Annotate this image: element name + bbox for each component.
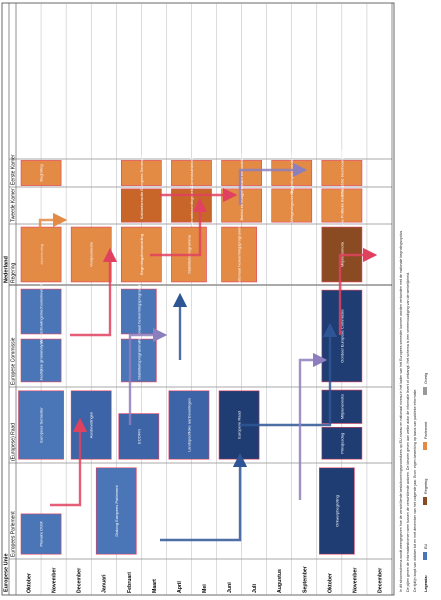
timeline-box-label: Aanbevelingen <box>89 412 94 438</box>
timeline-box-label: Algemene Politieke Beschouwingen <box>339 174 344 238</box>
month-label: Augustus <box>277 569 283 593</box>
timeline-box-label: Landspecifieke aanbevelingen <box>186 398 191 452</box>
flow-arrow <box>238 162 308 205</box>
timeline-box-label: Dialoog Europees Parlement <box>114 485 119 537</box>
flow-arrow <box>240 322 338 427</box>
timeline-box <box>321 188 363 223</box>
legend-swatch <box>423 387 427 395</box>
header-col-1: (Europese) Raad <box>11 423 17 461</box>
legend-swatch <box>423 442 427 450</box>
timeline-box <box>321 426 363 460</box>
timeline-box-label: Begroting <box>39 164 44 181</box>
timeline-box-label: Plenaire behandeling <box>239 154 244 192</box>
timeline-box-label: Voorjaarsnota <box>89 241 94 266</box>
timeline-box <box>321 160 363 186</box>
header-col-5: Eerste Kamer <box>11 154 17 185</box>
timeline-box <box>20 338 62 383</box>
legend-item: Regering <box>424 479 428 494</box>
flow-arrow <box>38 212 68 280</box>
header-col-3: Regering <box>11 262 17 283</box>
flow-arrow <box>298 352 328 500</box>
timeline-box <box>221 226 257 283</box>
flow-arrow <box>150 197 208 257</box>
header-col-2: Europese Commissie <box>11 337 17 385</box>
timeline-box-label: Begrotingsbehandeling <box>139 234 144 275</box>
timeline-box-label: Stabiliteitsprogramma <box>136 340 141 379</box>
legend-label: Legenda: <box>424 575 428 592</box>
timeline-box <box>120 188 162 223</box>
timeline-box <box>18 390 64 460</box>
timeline-box-label: Verantwoordingsdebat <box>189 185 194 226</box>
flow-arrow <box>338 247 378 335</box>
header-col-0: Europees Parlement <box>11 511 17 557</box>
timeline-box-label: Nationaal hervormingsprogramma <box>136 281 141 342</box>
timeline-box <box>271 188 313 223</box>
month-label: April <box>177 581 183 593</box>
timeline-box-label: ECOFIN <box>136 429 141 444</box>
timeline-box <box>168 390 210 460</box>
footer-note: De tijdlijn loopt van oktober tot en met… <box>413 389 417 592</box>
header-nl: Nederland <box>4 256 10 283</box>
month-label: Maart <box>152 579 158 593</box>
month-label: Januari <box>102 574 108 593</box>
timeline-box-label: Financiële beschouwingen <box>339 149 344 196</box>
header-col-4: Tweede Kamer <box>11 188 17 222</box>
month-label: Februari <box>127 572 133 593</box>
footer-note: In dit stroomschema wordt weergegeven ho… <box>399 230 403 592</box>
month-label: Juni <box>227 582 233 593</box>
timeline-box <box>20 513 62 555</box>
flow-arrow <box>50 417 88 507</box>
timeline-box-label: Europees Semester <box>139 155 144 191</box>
flow-arrow <box>70 247 118 337</box>
timeline-box <box>321 389 363 424</box>
timeline-box <box>95 467 137 555</box>
timeline-box-label: Europees Semester <box>39 407 44 443</box>
timeline-box-label: Commissiedebat <box>189 157 194 188</box>
month-label: Oktober <box>327 573 333 593</box>
timeline-box-label: Waarschuwingsmechanismeverslag <box>39 280 44 344</box>
timeline-box <box>20 288 62 335</box>
timeline-box-label: Begrotingsbehandeling <box>289 153 294 194</box>
timeline-box <box>321 289 363 383</box>
legend-item: EU <box>424 543 428 549</box>
timeline-box-label: Nationaal hervormingsprogramma <box>237 223 242 284</box>
timeline-box-label: Ontwerpbegroting <box>334 495 339 527</box>
month-label: Mei <box>202 584 208 593</box>
legend-swatch <box>423 552 427 560</box>
footer-note: De pijlen geven de informatiestromen wee… <box>406 272 410 592</box>
timeline-box-label: Oordeel Europese Commissie <box>339 309 344 363</box>
flow-arrow <box>128 327 168 425</box>
timeline-box <box>171 188 212 223</box>
timeline-box <box>221 160 262 186</box>
timeline-box-label: Europese Raad <box>237 411 242 439</box>
timeline-box <box>120 160 162 186</box>
timeline-box-label: Kabinetsreactie <box>139 191 144 219</box>
month-label: November <box>352 568 358 593</box>
timeline-box-label: Prinsjesdag <box>339 433 344 454</box>
timeline-box-label: Beleid en budget <box>239 190 244 221</box>
month-label: September <box>302 566 308 593</box>
legend-swatch <box>423 497 427 505</box>
timeline-box <box>171 160 212 186</box>
flow-arrow <box>160 452 248 542</box>
timeline-box-label: Miljoenennota <box>339 394 344 420</box>
month-label: November <box>52 568 58 593</box>
month-label: Oktober <box>27 573 33 593</box>
month-label: December <box>377 568 383 593</box>
timeline-box-label: Jaarlijkse groeianalyse <box>39 339 44 380</box>
legend-item: Overig <box>424 373 428 384</box>
timeline-box <box>20 160 62 186</box>
month-label: Juli <box>252 584 258 593</box>
timeline-box-label: Plenaire DGM <box>39 521 44 546</box>
timeline-box-label: Wetgevingsoverleg <box>289 189 294 223</box>
header-eu: Europese Unie <box>4 553 10 592</box>
legend-item: Parlement <box>424 421 428 439</box>
timeline-box <box>319 467 355 555</box>
month-label: December <box>77 568 83 593</box>
